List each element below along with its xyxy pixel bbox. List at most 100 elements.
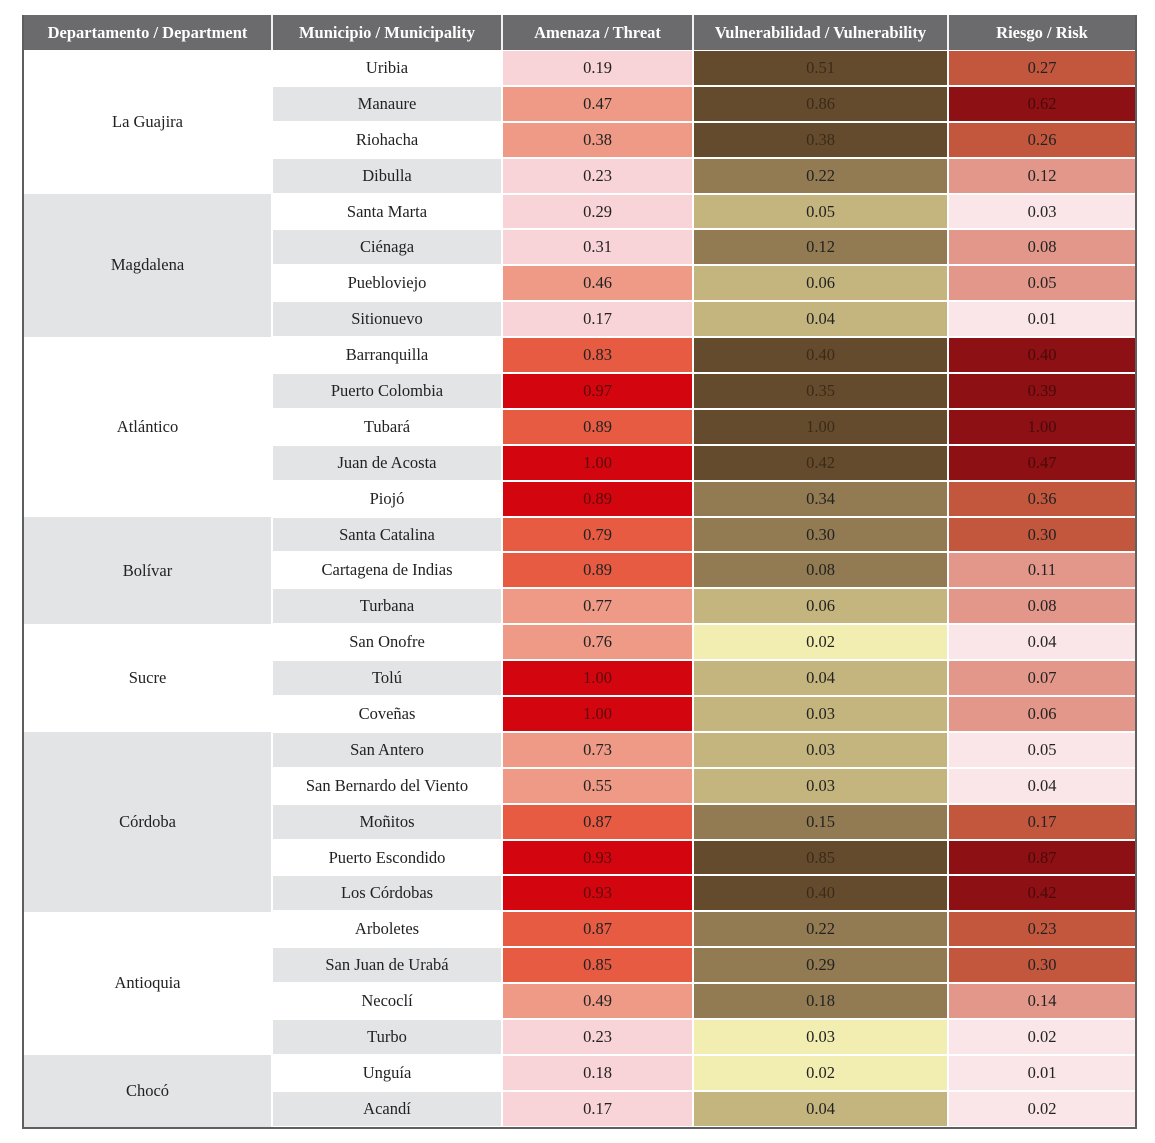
department-cell: Sucre — [24, 624, 273, 733]
table-row: Necoclí 0.49 0.18 0.14 — [273, 983, 1135, 1020]
vulnerability-cell: 0.02 — [694, 624, 949, 661]
vulnerability-cell: 0.18 — [694, 983, 949, 1020]
risk-cell: 0.36 — [949, 480, 1135, 517]
vulnerability-cell: 0.42 — [694, 444, 949, 481]
table-row: Coveñas 1.00 0.03 0.06 — [273, 696, 1135, 732]
municipality-cell: Uribia — [273, 50, 503, 86]
table-row: Tubará 0.89 1.00 1.00 — [273, 408, 1135, 445]
risk-cell: 0.30 — [949, 516, 1135, 553]
municipality-cell: Necoclí — [273, 983, 503, 1020]
municipality-cell: Arboletes — [273, 911, 503, 948]
table-row: Tolú 1.00 0.04 0.07 — [273, 660, 1135, 697]
municipality-cell: San Onofre — [273, 624, 503, 661]
threat-cell: 0.76 — [503, 624, 694, 661]
municipality-cell: Riohacha — [273, 121, 503, 158]
vulnerability-cell: 0.08 — [694, 552, 949, 589]
threat-cell: 0.55 — [503, 767, 694, 804]
vulnerability-cell: 0.22 — [694, 911, 949, 948]
municipality-cell: Tubará — [273, 408, 503, 445]
department-cell: Córdoba — [24, 732, 273, 912]
department-cell: Chocó — [24, 1055, 273, 1127]
table-row: San Antero 0.73 0.03 0.05 — [273, 731, 1135, 768]
risk-cell: 0.17 — [949, 803, 1135, 840]
threat-cell: 0.29 — [503, 193, 694, 230]
risk-cell: 0.23 — [949, 911, 1135, 948]
threat-cell: 0.23 — [503, 157, 694, 194]
threat-cell: 0.73 — [503, 731, 694, 768]
table-row: San Onofre 0.76 0.02 0.04 — [273, 624, 1135, 661]
table-body: La Guajira Magdalena Atlántico Bolívar Sucre… — [24, 50, 1135, 1127]
table-row: Los Córdobas 0.93 0.40 0.42 — [273, 875, 1135, 912]
vulnerability-cell: 0.04 — [694, 1090, 949, 1127]
municipality-cell: Sitionuevo — [273, 301, 503, 338]
risk-cell: 0.02 — [949, 1019, 1135, 1055]
table-header: Departamento / Department Municipio / Mu… — [24, 15, 1135, 50]
risk-cell: 0.26 — [949, 121, 1135, 158]
header-department: Departamento / Department — [24, 15, 273, 50]
risk-cell: 0.40 — [949, 337, 1135, 374]
risk-cell: 0.01 — [949, 301, 1135, 338]
risk-cell: 0.14 — [949, 983, 1135, 1020]
risk-cell: 0.04 — [949, 767, 1135, 804]
vulnerability-cell: 0.15 — [694, 803, 949, 840]
table-row: Uribia 0.19 0.51 0.27 — [273, 50, 1135, 86]
table-row: Dibulla 0.23 0.22 0.12 — [273, 157, 1135, 194]
vulnerability-cell: 0.03 — [694, 767, 949, 804]
municipality-cell: San Antero — [273, 731, 503, 768]
vulnerability-cell: 1.00 — [694, 408, 949, 445]
table-row: Ciénaga 0.31 0.12 0.08 — [273, 229, 1135, 266]
risk-cell: 0.06 — [949, 696, 1135, 732]
vulnerability-cell: 0.22 — [694, 157, 949, 194]
department-cell: Atlántico — [24, 337, 273, 517]
risk-cell: 0.05 — [949, 731, 1135, 768]
threat-cell: 0.18 — [503, 1054, 694, 1091]
municipality-cell: Santa Marta — [273, 193, 503, 230]
vulnerability-cell: 0.03 — [694, 731, 949, 768]
risk-cell: 0.47 — [949, 444, 1135, 481]
municipality-cell: Puerto Colombia — [273, 373, 503, 409]
table-row: Cartagena de Indias 0.89 0.08 0.11 — [273, 552, 1135, 589]
threat-cell: 0.31 — [503, 229, 694, 266]
vulnerability-cell: 0.03 — [694, 1019, 949, 1055]
municipality-cell: Tolú — [273, 660, 503, 697]
vulnerability-cell: 0.40 — [694, 337, 949, 374]
municipality-cell: Moñitos — [273, 803, 503, 840]
vulnerability-cell: 0.29 — [694, 947, 949, 984]
municipality-cell: Puebloviejo — [273, 265, 503, 302]
threat-cell: 0.97 — [503, 373, 694, 409]
threat-cell: 0.17 — [503, 1090, 694, 1127]
table-row: Santa Catalina 0.79 0.30 0.30 — [273, 516, 1135, 553]
risk-cell: 1.00 — [949, 408, 1135, 445]
vulnerability-cell: 0.35 — [694, 373, 949, 409]
department-column: La Guajira Magdalena Atlántico Bolívar Sucre… — [24, 50, 273, 1127]
header-vulnerability: Vulnerabilidad / Vulnerability — [694, 15, 949, 50]
department-cell: Antioquia — [24, 911, 273, 1056]
threat-cell: 0.93 — [503, 875, 694, 912]
table-row: Puebloviejo 0.46 0.06 0.05 — [273, 265, 1135, 302]
risk-cell: 0.42 — [949, 875, 1135, 912]
threat-cell: 1.00 — [503, 660, 694, 697]
table-row: San Bernardo del Viento 0.55 0.03 0.04 — [273, 767, 1135, 804]
table-row: Turbana 0.77 0.06 0.08 — [273, 588, 1135, 625]
risk-cell: 0.05 — [949, 265, 1135, 302]
table-row: Turbo 0.23 0.03 0.02 — [273, 1019, 1135, 1055]
vulnerability-cell: 0.06 — [694, 588, 949, 625]
vulnerability-cell: 0.05 — [694, 193, 949, 230]
risk-cell: 0.30 — [949, 947, 1135, 984]
threat-cell: 0.47 — [503, 85, 694, 122]
table-row: Juan de Acosta 1.00 0.42 0.47 — [273, 444, 1135, 481]
table-row: Puerto Colombia 0.97 0.35 0.39 — [273, 373, 1135, 409]
table-row: Unguía 0.18 0.02 0.01 — [273, 1054, 1135, 1091]
table-row: Riohacha 0.38 0.38 0.26 — [273, 121, 1135, 158]
risk-cell: 0.03 — [949, 193, 1135, 230]
vulnerability-cell: 0.34 — [694, 480, 949, 517]
municipality-cell: Turbana — [273, 588, 503, 625]
municipality-cell: Coveñas — [273, 696, 503, 732]
table-row: Barranquilla 0.83 0.40 0.40 — [273, 337, 1135, 374]
municipality-cell: San Juan de Urabá — [273, 947, 503, 984]
table-row: Puerto Escondido 0.93 0.85 0.87 — [273, 839, 1135, 876]
municipality-cell: Los Córdobas — [273, 875, 503, 912]
vulnerability-cell: 0.30 — [694, 516, 949, 553]
threat-cell: 0.79 — [503, 516, 694, 553]
threat-cell: 0.17 — [503, 301, 694, 338]
